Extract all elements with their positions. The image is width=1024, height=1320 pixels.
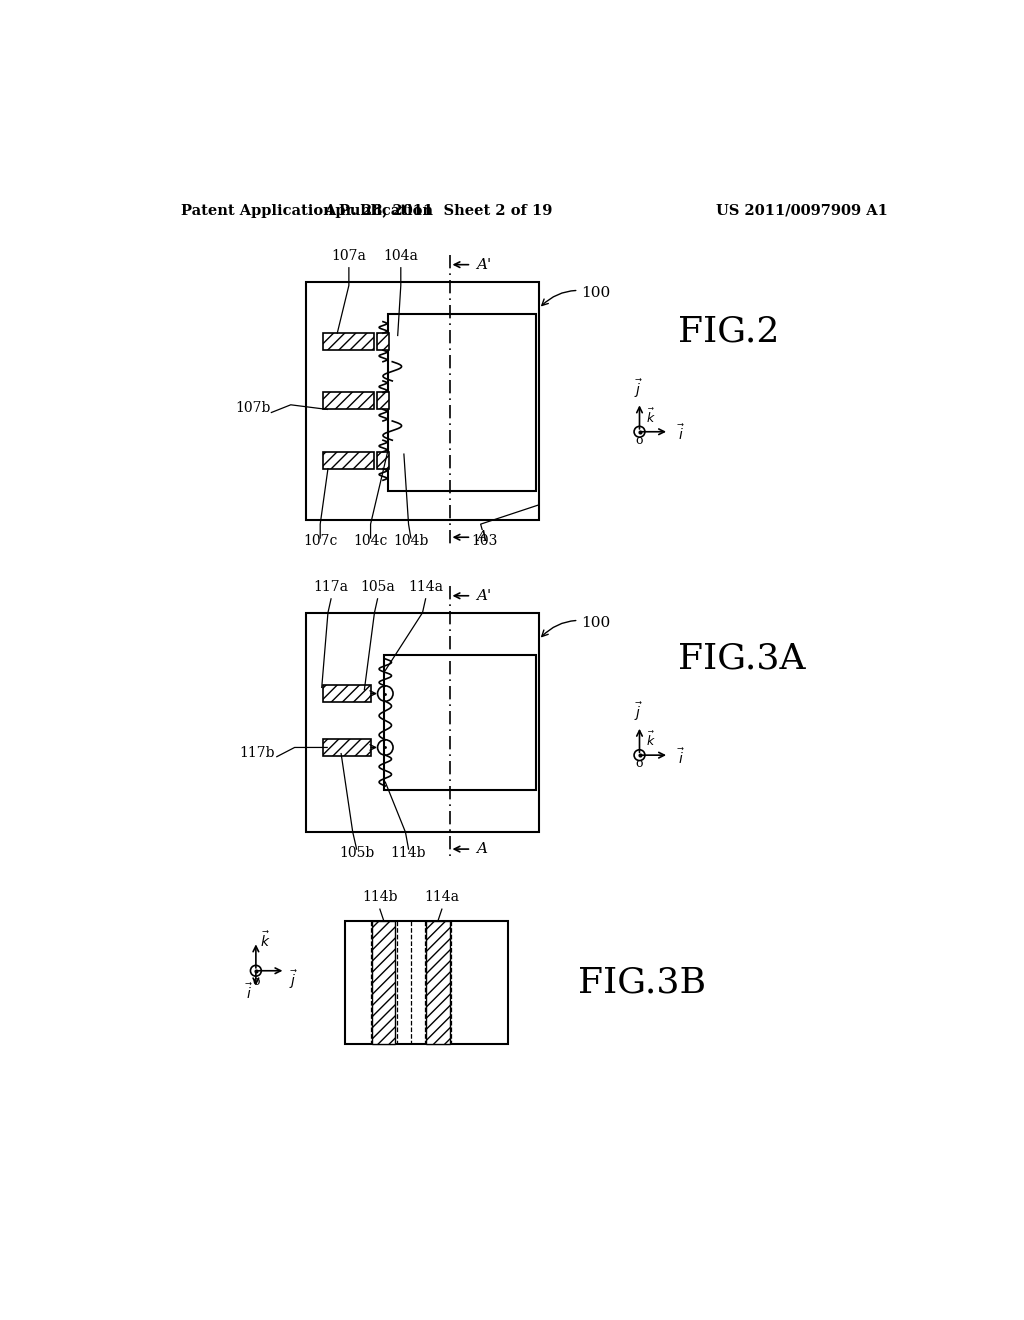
Text: o: o (636, 434, 643, 447)
Text: 107b: 107b (236, 401, 270, 416)
Bar (324, 392, 374, 409)
Text: A: A (476, 531, 487, 544)
Text: $\vec{j}$: $\vec{j}$ (289, 969, 298, 991)
Text: $\vec{k}$: $\vec{k}$ (260, 931, 270, 950)
Text: Patent Application Publication: Patent Application Publication (180, 203, 433, 218)
Text: A: A (476, 842, 487, 857)
Bar (324, 685, 372, 702)
Bar (324, 333, 374, 350)
Text: 114b: 114b (391, 846, 426, 859)
Text: 105a: 105a (360, 581, 395, 594)
Text: 114b: 114b (362, 891, 397, 904)
Text: A': A' (476, 589, 492, 603)
Text: 114a: 114a (409, 581, 443, 594)
Bar (306, 281, 539, 520)
Text: $\vec{k}$: $\vec{k}$ (646, 408, 656, 425)
Bar (384, 655, 537, 789)
Text: o: o (636, 758, 643, 771)
Text: 100: 100 (542, 615, 610, 636)
Text: $\vec{i}$: $\vec{i}$ (677, 424, 685, 444)
Text: 103: 103 (471, 535, 498, 548)
Text: Apr. 28, 2011  Sheet 2 of 19: Apr. 28, 2011 Sheet 2 of 19 (324, 203, 552, 218)
Bar (306, 612, 539, 832)
Text: US 2011/0097909 A1: US 2011/0097909 A1 (717, 203, 888, 218)
Text: FIG.3B: FIG.3B (578, 965, 706, 999)
Bar (324, 451, 374, 469)
Text: 114a: 114a (424, 891, 460, 904)
Text: 100: 100 (542, 286, 610, 305)
Text: 107c: 107c (303, 535, 337, 548)
Text: $\vec{i}$: $\vec{i}$ (677, 747, 685, 767)
Text: $\vec{k}$: $\vec{k}$ (646, 731, 656, 748)
Text: FIG.2: FIG.2 (678, 314, 779, 348)
Bar (345, 921, 508, 1044)
Bar (377, 392, 389, 409)
Text: 104b: 104b (393, 535, 429, 548)
Text: 117b: 117b (240, 746, 275, 760)
Text: 104c: 104c (353, 535, 388, 548)
Text: $\vec{j}$: $\vec{j}$ (634, 701, 642, 723)
Text: 117a: 117a (313, 581, 348, 594)
Bar (426, 921, 450, 1044)
Text: FIG.3A: FIG.3A (678, 642, 806, 676)
Text: A': A' (476, 257, 492, 272)
Text: o: o (253, 974, 260, 987)
Text: 104a: 104a (383, 249, 418, 263)
Bar (377, 333, 389, 350)
Text: $\vec{j}$: $\vec{j}$ (634, 378, 642, 400)
Text: 105b: 105b (339, 846, 374, 859)
Bar (324, 739, 372, 756)
Bar (388, 314, 537, 491)
Text: $\vec{i}$: $\vec{i}$ (245, 982, 253, 1002)
Bar (372, 921, 395, 1044)
Bar (377, 451, 389, 469)
Text: 107a: 107a (332, 249, 367, 263)
